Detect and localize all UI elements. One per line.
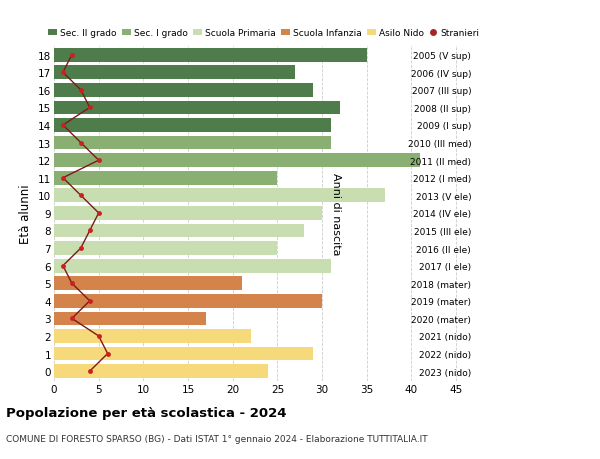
- Bar: [54, 242, 277, 255]
- Bar: [54, 364, 268, 378]
- Bar: [54, 136, 331, 150]
- Bar: [54, 259, 331, 273]
- Bar: [54, 330, 251, 343]
- Y-axis label: Età alunni: Età alunni: [19, 184, 32, 243]
- Bar: [54, 49, 367, 62]
- Y-axis label: Anni di nascita: Anni di nascita: [331, 172, 341, 255]
- Bar: [54, 224, 304, 238]
- Bar: [54, 347, 313, 361]
- Bar: [54, 101, 340, 115]
- Bar: [54, 294, 322, 308]
- Bar: [54, 119, 331, 133]
- Text: COMUNE DI FORESTO SPARSO (BG) - Dati ISTAT 1° gennaio 2024 - Elaborazione TUTTIT: COMUNE DI FORESTO SPARSO (BG) - Dati IST…: [6, 434, 428, 443]
- Bar: [54, 277, 242, 291]
- Bar: [54, 66, 295, 80]
- Legend: Sec. II grado, Sec. I grado, Scuola Primaria, Scuola Infanzia, Asilo Nido, Stran: Sec. II grado, Sec. I grado, Scuola Prim…: [49, 29, 479, 38]
- Bar: [54, 84, 313, 97]
- Bar: [54, 172, 277, 185]
- Bar: [54, 312, 206, 325]
- Bar: [54, 207, 322, 220]
- Bar: [54, 189, 385, 203]
- Bar: [54, 154, 421, 168]
- Text: Popolazione per età scolastica - 2024: Popolazione per età scolastica - 2024: [6, 406, 287, 419]
